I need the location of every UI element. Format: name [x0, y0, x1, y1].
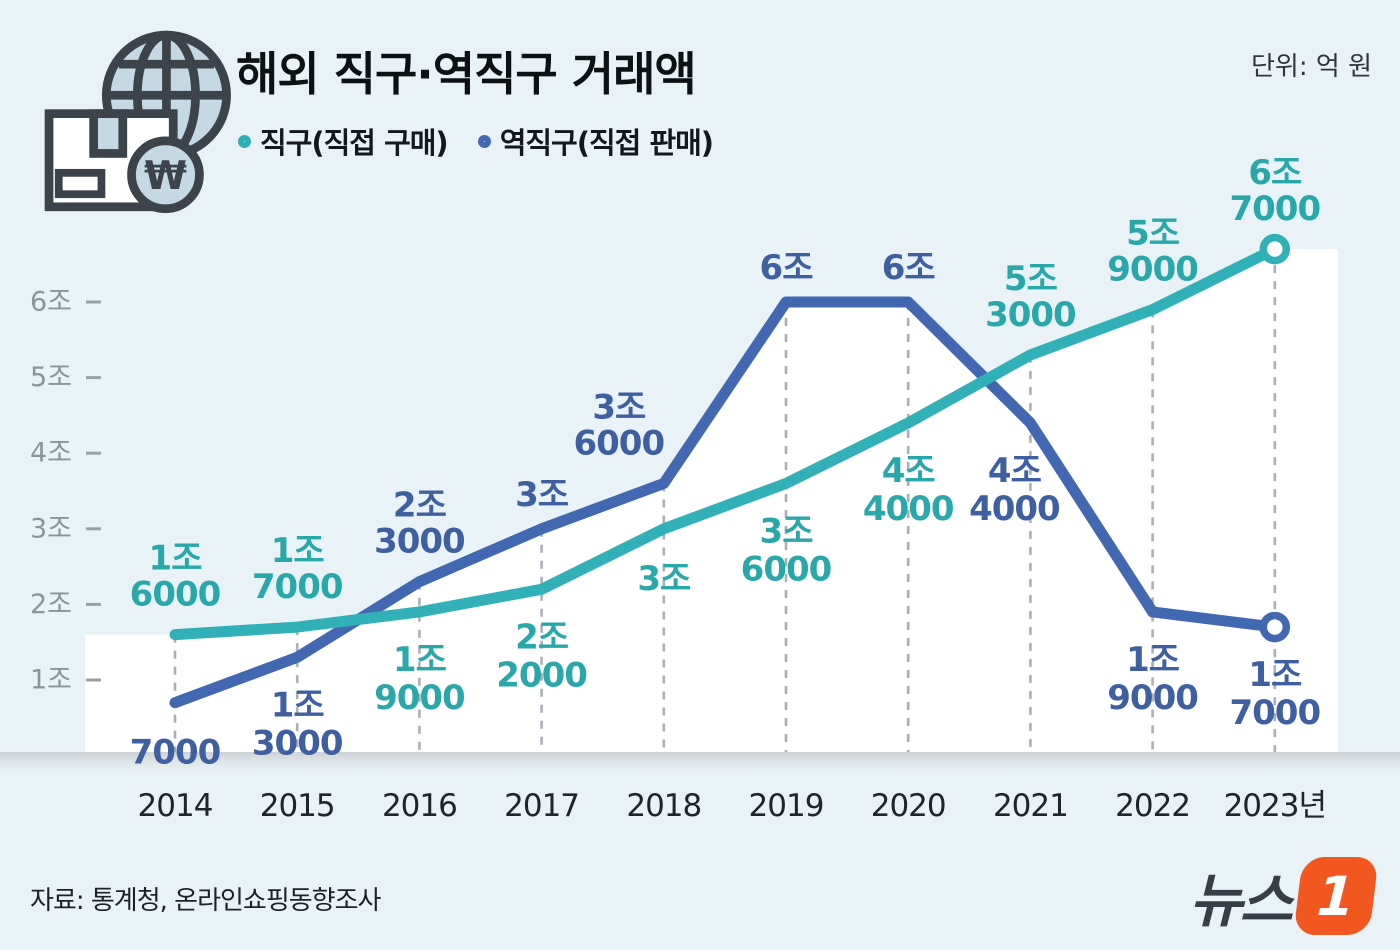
- y-axis-label: 2조: [30, 589, 72, 620]
- value-label-s1-2019: 6조: [760, 248, 814, 288]
- x-axis-label-2018: 2018: [626, 788, 701, 824]
- source-label: 자료: 통계청, 온라인쇼핑동향조사: [30, 886, 381, 916]
- value-label-s0-2015: 1조: [271, 531, 325, 571]
- value-label-s0-2023년: 7000: [1229, 189, 1320, 229]
- value-label-s0-2017: 2000: [496, 655, 587, 695]
- value-label-s1-2015: 3000: [252, 723, 343, 763]
- y-axis-label: 5조: [30, 362, 72, 393]
- value-label-s1-2017: 3조: [515, 475, 569, 515]
- value-label-s1-2021: 4000: [969, 489, 1060, 529]
- value-label-s0-2023년: 6조: [1248, 153, 1302, 193]
- value-label-s1-2016: 2조: [393, 486, 447, 526]
- value-label-s0-2022: 5조: [1126, 214, 1180, 254]
- value-label-s1-2021: 4조: [988, 451, 1042, 491]
- globe-package-won-icon: ₩: [44, 30, 231, 214]
- x-axis-label-2023년: 2023년: [1224, 788, 1326, 824]
- value-label-s1-2022: 9000: [1107, 678, 1198, 718]
- news1-logo-badge-digit: 1: [1315, 864, 1357, 928]
- value-label-s0-2014: 1조: [149, 539, 203, 579]
- value-label-s1-2020: 6조: [882, 248, 936, 288]
- legend-item-reverse-purchase: 역직구(직접 판매): [477, 120, 714, 162]
- value-label-s0-2019: 6000: [741, 549, 832, 589]
- value-label-s1-2014: 7000: [130, 733, 221, 773]
- value-label-s0-2016: 1조: [393, 640, 447, 680]
- x-axis-label-2014: 2014: [138, 788, 213, 824]
- legend-label: 역직구(직접 판매): [499, 126, 714, 160]
- value-label-s1-2016: 3000: [374, 522, 465, 562]
- value-label-s0-2020: 4000: [863, 489, 954, 529]
- chart-legend: 직구(직접 구매) 역직구(직접 판매): [238, 120, 714, 162]
- value-label-s0-2017: 2조: [515, 617, 569, 657]
- value-label-s0-2021: 3000: [985, 295, 1076, 335]
- won-coin-icon: ₩: [127, 136, 204, 214]
- end-marker-series-1: [1259, 611, 1291, 643]
- series-line-0: [169, 243, 1281, 641]
- blue-ring-icon: [477, 134, 491, 148]
- value-label-s0-2022: 9000: [1107, 250, 1198, 290]
- x-axis-label-2021: 2021: [993, 788, 1068, 824]
- plot-bottom-shadow: [0, 752, 1400, 776]
- teal-ring-icon: [238, 134, 251, 148]
- x-axis-label-2016: 2016: [382, 788, 457, 824]
- x-axis-label-2020: 2020: [871, 788, 946, 824]
- area-fill-series-1: [85, 302, 1338, 752]
- news1-logo-badge: 1: [1293, 857, 1379, 935]
- value-label-s0-2021: 5조: [1004, 259, 1058, 299]
- y-axis-label: 1조: [30, 665, 72, 696]
- value-label-s1-2023년: 1조: [1248, 655, 1302, 695]
- page-title: 해외 직구·역직구 거래액: [236, 47, 697, 101]
- y-axis-label: 6조: [30, 287, 72, 318]
- legend-item-direct-purchase: 직구(직접 구매): [238, 120, 449, 162]
- value-label-s1-2022: 1조: [1126, 640, 1180, 680]
- y-axis-label: 3조: [30, 513, 72, 544]
- news1-logo: 뉴스 1: [1189, 854, 1379, 938]
- value-label-s1-2015: 1조: [271, 685, 325, 725]
- svg-text:₩: ₩: [144, 154, 187, 199]
- x-axis-label-2017: 2017: [504, 788, 579, 824]
- value-label-s0-2020: 4조: [882, 451, 936, 491]
- value-label-s0-2014: 6000: [130, 575, 221, 615]
- legend-label: 직구(직접 구매): [260, 126, 449, 160]
- unit-label: 단위: 억 원: [1251, 52, 1372, 82]
- y-axis-label: 4조: [30, 438, 72, 469]
- value-label-s1-2018: 6000: [573, 423, 664, 463]
- value-label-s0-2018: 3조: [637, 559, 691, 599]
- end-marker-series-0: [1259, 233, 1291, 265]
- value-label-s0-2019: 3조: [760, 511, 814, 551]
- value-label-s1-2023년: 7000: [1229, 693, 1320, 733]
- news1-logo-text: 뉴스: [1189, 867, 1293, 935]
- x-axis-label-2019: 2019: [749, 788, 824, 824]
- x-axis-label-2022: 2022: [1115, 788, 1190, 824]
- value-label-s0-2015: 7000: [252, 567, 343, 607]
- x-axis-label-2015: 2015: [260, 788, 335, 824]
- package-box-icon: [44, 109, 178, 212]
- value-label-s1-2018: 3조: [592, 387, 646, 427]
- value-label-s0-2016: 9000: [374, 678, 465, 718]
